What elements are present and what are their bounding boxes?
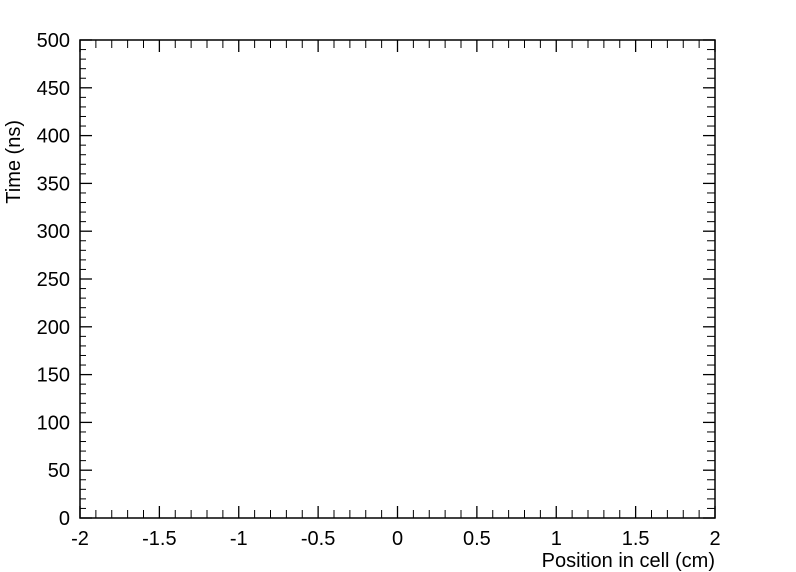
plot-bounding-box <box>80 40 715 518</box>
chart-svg: -2 -1.5 -1 -0.5 0 0.5 1 1.5 2 0 50 100 1… <box>0 0 796 572</box>
x-tick-label-3: -0.5 <box>301 528 335 550</box>
x-tick-label-0: -2 <box>71 528 89 550</box>
y-tick-label-2: 100 <box>37 412 70 434</box>
x-tick-label-4: 0 <box>392 528 403 550</box>
y-tick-label-9: 450 <box>37 78 70 100</box>
y-axis-major-ticks <box>80 40 92 518</box>
y-tick-label-6: 300 <box>37 221 70 243</box>
x-tick-label-6: 1 <box>551 528 562 550</box>
x-tick-label-8: 2 <box>709 528 720 550</box>
y-tick-label-7: 350 <box>37 173 70 195</box>
right-axis-ticks <box>703 40 715 518</box>
y-tick-label-4: 200 <box>37 317 70 339</box>
y-tick-label-0: 0 <box>59 508 70 530</box>
top-axis-ticks <box>80 40 715 52</box>
y-axis-tick-labels: 0 50 100 150 200 250 300 350 400 450 500 <box>37 30 70 530</box>
y-tick-label-8: 400 <box>37 126 70 148</box>
x-tick-label-2: -1 <box>230 528 248 550</box>
x-tick-label-1: -1.5 <box>142 528 176 550</box>
x-tick-label-7: 1.5 <box>622 528 650 550</box>
y-tick-label-1: 50 <box>48 460 70 482</box>
y-tick-label-5: 250 <box>37 269 70 291</box>
y-tick-label-3: 150 <box>37 365 70 387</box>
plot-frame: -2 -1.5 -1 -0.5 0 0.5 1 1.5 2 0 50 100 1… <box>0 0 796 572</box>
x-axis-tick-labels: -2 -1.5 -1 -0.5 0 0.5 1 1.5 2 <box>71 528 720 550</box>
x-tick-label-5: 0.5 <box>463 528 491 550</box>
x-axis-title: Position in cell (cm) <box>542 550 715 572</box>
y-axis-title: Time (ns) <box>3 120 25 204</box>
y-tick-label-10: 500 <box>37 30 70 52</box>
